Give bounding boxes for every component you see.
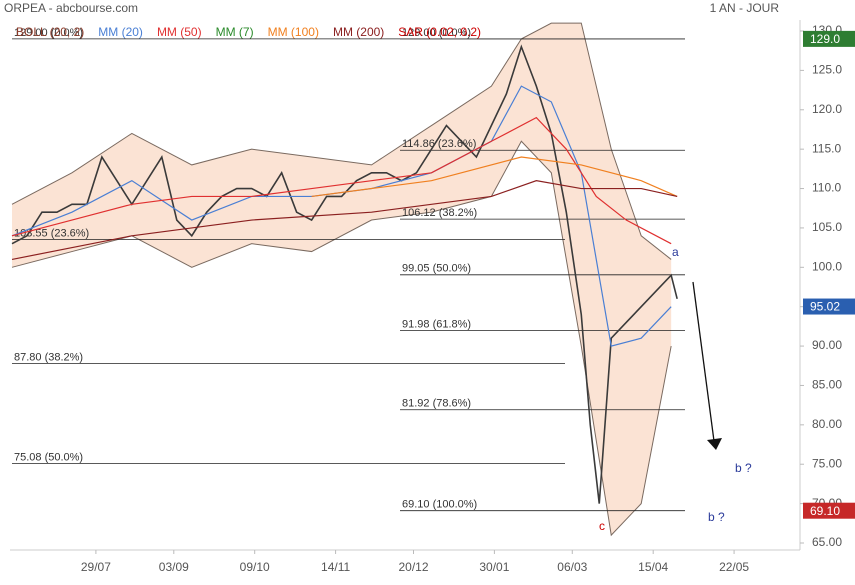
y-tick-label: 90.00 — [812, 338, 842, 352]
series-line — [11, 44, 678, 504]
chart-title: ORPEA - abcbourse.com — [4, 1, 138, 15]
y-tick-label: 100.0 — [812, 259, 842, 273]
x-tick-label: 20/12 — [398, 560, 428, 574]
fib-label: 69.10 (100.0%) — [402, 499, 477, 511]
arrow-shaft — [692, 281, 715, 442]
series-line — [311, 156, 678, 198]
x-tick-label: 06/03 — [557, 560, 587, 574]
y-tick-label: 80.00 — [812, 417, 842, 431]
price-badge — [803, 298, 855, 315]
annotation: c — [599, 519, 605, 533]
price-badge-label: 95.02 — [810, 300, 840, 314]
x-tick-label: 29/07 — [81, 560, 111, 574]
x-tick-label: 14/11 — [321, 560, 350, 574]
fib-label: 114.86 (23.6%) — [402, 138, 476, 150]
bollinger-area — [12, 23, 672, 536]
fib-label: 106.12 (38.2%) — [402, 207, 477, 219]
y-tick-label: 120.0 — [812, 102, 842, 116]
price-badge — [803, 502, 855, 519]
price-badge-label: 129.0 — [810, 32, 840, 46]
fib-label: 99.05 (50.0%) — [402, 263, 471, 275]
y-tick-label: 110.0 — [812, 181, 841, 195]
fib-label: 129.00 (0.0%) — [402, 27, 471, 39]
price-badge — [803, 30, 855, 47]
legend-entry: MM (20) — [98, 25, 143, 39]
y-tick-label: 85.00 — [812, 378, 842, 392]
x-tick-label: 22/05 — [719, 560, 749, 574]
legend-entry: MM (7) — [216, 25, 254, 39]
legend-entry: MM (200) — [333, 25, 384, 39]
annotation: a — [672, 245, 679, 259]
period: 1 AN - JOUR — [710, 1, 780, 15]
x-tick-label: 03/09 — [159, 560, 189, 574]
series-line — [11, 180, 678, 261]
legend-entry: MM (50) — [157, 25, 202, 39]
x-tick-label: 15/04 — [638, 560, 668, 574]
y-tick-label: 125.0 — [812, 63, 842, 77]
y-tick-label: 75.00 — [812, 456, 842, 470]
fib-label: 87.80 (38.2%) — [14, 351, 83, 363]
series-line — [11, 116, 672, 245]
annotation: b ? — [735, 461, 752, 475]
legend-entry: MM (100) — [268, 25, 319, 39]
legend-entry: BOLL (20, 2) — [16, 25, 84, 39]
arrow-head — [707, 438, 722, 450]
fib-label: 81.92 (78.6%) — [402, 398, 471, 410]
legend-entry: SAR (0.02, 0.2) — [398, 25, 481, 39]
x-tick-label: 30/01 — [479, 560, 509, 574]
price-badge-label: 69.10 — [810, 504, 840, 518]
y-tick-label: 115.0 — [812, 141, 841, 155]
fib-label: 91.98 (61.8%) — [402, 318, 471, 330]
y-tick-label: 65.00 — [812, 535, 842, 549]
y-tick-label: 105.0 — [812, 220, 842, 234]
fib-label: 129.00 (0.0%) — [14, 27, 83, 39]
fib-label: 75.08 (50.0%) — [14, 452, 83, 464]
annotation: b ? — [708, 510, 725, 524]
x-tick-label: 09/10 — [240, 560, 270, 574]
bollinger-upper — [11, 22, 672, 260]
